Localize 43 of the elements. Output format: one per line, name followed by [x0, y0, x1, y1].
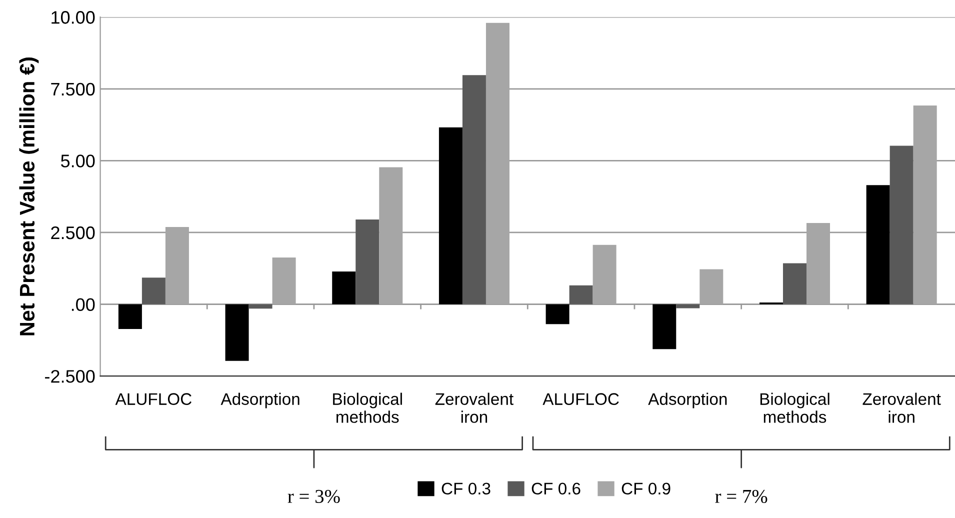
x-tick-label: Adsorption — [220, 392, 300, 408]
bar — [700, 269, 724, 304]
bar — [569, 285, 593, 304]
bar — [462, 75, 486, 304]
bar — [652, 304, 676, 350]
bar — [142, 278, 166, 304]
bar — [592, 244, 616, 304]
bar — [165, 227, 189, 304]
legend-label: CF 0.3 — [442, 482, 490, 495]
bar — [806, 223, 830, 304]
bar — [486, 22, 510, 304]
x-tick-label: ALUFLOC — [115, 393, 192, 405]
bar — [782, 263, 806, 304]
bar — [272, 257, 296, 304]
bar — [248, 304, 272, 309]
y-tick-label: 2.500 — [51, 226, 95, 240]
bar — [546, 304, 570, 324]
bar — [438, 127, 462, 304]
legend-label: CF 0.6 — [532, 482, 580, 495]
bar — [356, 220, 380, 304]
bar — [890, 146, 914, 304]
y-tick-label: 10.00 — [52, 11, 95, 24]
x-tick-label: ALUFLOC — [542, 393, 619, 405]
y-tick-label: 7.500 — [51, 82, 95, 96]
bar — [225, 304, 249, 361]
bar — [118, 304, 142, 329]
y-tick-label: .00 — [72, 298, 95, 311]
y-axis-title: Net Present Value (million €) — [19, 58, 39, 336]
y-tick-label: 5.00 — [61, 154, 95, 168]
x-tick-label: Biological methods — [333, 392, 402, 423]
text: r = 3% — [288, 490, 340, 504]
x-tick-label: Biological methods — [760, 392, 830, 423]
bar — [913, 106, 937, 304]
bar — [332, 272, 356, 304]
bar — [866, 185, 890, 304]
x-tick-label: Zerovalent iron — [435, 392, 514, 423]
x-tick-label: Adsorption — [648, 392, 727, 408]
text: r = 7% — [715, 490, 768, 504]
bar — [676, 304, 700, 308]
legend-label: CF 0.9 — [622, 482, 670, 495]
y-tick-label: -2.500 — [45, 370, 95, 383]
x-tick-label: Zerovalent iron — [862, 392, 941, 423]
bar — [379, 167, 403, 304]
